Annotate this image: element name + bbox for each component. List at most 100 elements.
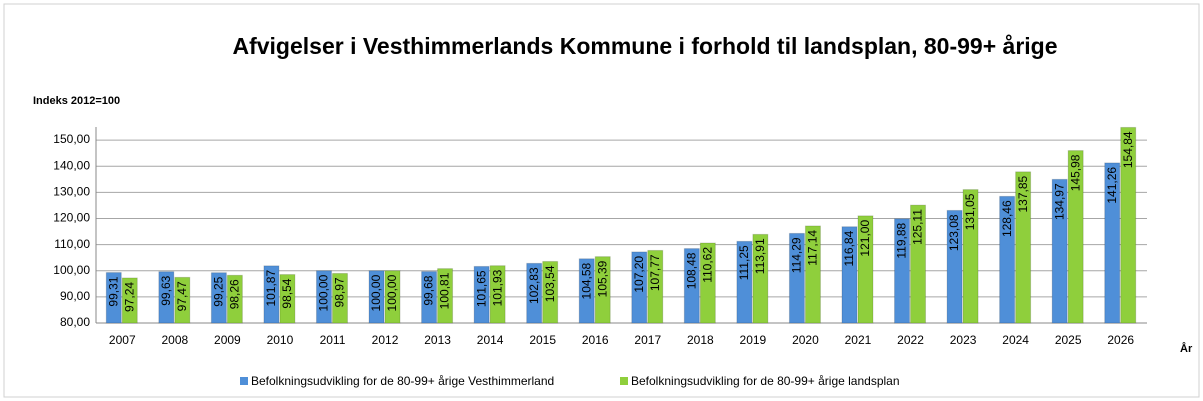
bar	[1104, 162, 1121, 324]
bar	[804, 225, 821, 324]
data-label: 121,00	[858, 220, 872, 257]
x-tick-label: 2009	[214, 333, 241, 347]
bar	[946, 209, 963, 324]
chart-title: Afvigelser i Vesthimmerlands Kommune i f…	[232, 33, 1057, 59]
bar	[910, 204, 927, 324]
x-tick-label: 2008	[161, 333, 188, 347]
data-label: 99,63	[159, 275, 173, 305]
x-tick-label: 2018	[687, 333, 714, 347]
x-tick-label: 2011	[320, 333, 346, 347]
bar	[174, 276, 191, 324]
bar	[331, 272, 348, 324]
data-label: 98,97	[333, 277, 347, 307]
x-tick-label: 2020	[792, 333, 819, 347]
data-label: 131,05	[963, 193, 977, 230]
bar	[279, 274, 296, 324]
data-label: 99,25	[212, 276, 226, 306]
legend-label: Befolkningsudvikling for de 80-99+ årige…	[251, 374, 554, 388]
y-tick-label: 90,00	[60, 289, 90, 303]
x-tick-label: 2013	[424, 333, 451, 347]
x-axis-label: År	[1180, 342, 1193, 355]
data-label: 107,77	[648, 254, 662, 291]
bar	[594, 256, 611, 324]
data-label: 105,39	[595, 260, 609, 297]
data-label: 99,31	[106, 276, 120, 306]
data-label: 114,29	[790, 237, 804, 273]
data-label: 110,62	[700, 247, 714, 283]
data-label: 116,84	[842, 230, 856, 266]
data-label: 97,24	[122, 282, 136, 312]
data-label: 137,85	[1016, 175, 1030, 212]
bar	[894, 218, 911, 324]
data-label: 107,20	[632, 256, 646, 293]
bar	[788, 232, 805, 324]
data-label: 99,68	[422, 275, 436, 305]
bar	[473, 265, 490, 324]
data-label: 101,65	[474, 270, 488, 307]
data-label: 104,58	[579, 262, 593, 299]
y-tick-label: 140,00	[53, 158, 90, 172]
bar	[1067, 150, 1084, 324]
x-tick-label: 2010	[267, 333, 294, 347]
x-tick-label: 2014	[477, 333, 504, 347]
bar	[857, 215, 874, 324]
x-tick-label: 2023	[950, 333, 977, 347]
data-label: 134,97	[1052, 183, 1066, 220]
data-label: 141,26	[1105, 167, 1119, 204]
data-label: 98,26	[228, 279, 242, 309]
x-tick-label: 2022	[897, 333, 924, 347]
data-label: 98,54	[280, 278, 294, 308]
bar	[699, 242, 716, 324]
data-label: 145,98	[1068, 154, 1082, 191]
x-tick-label: 2024	[1002, 333, 1029, 347]
bar	[752, 233, 769, 324]
legend-swatch	[620, 377, 628, 385]
x-tick-label: 2025	[1055, 333, 1082, 347]
bar	[683, 248, 700, 324]
data-label: 117,14	[806, 230, 820, 266]
x-tick-label: 2017	[634, 333, 661, 347]
bar	[647, 249, 664, 324]
y-tick-label: 130,00	[53, 185, 90, 199]
y-axis-label: Indeks 2012=100	[33, 95, 120, 107]
bar	[542, 260, 559, 324]
bar	[210, 272, 227, 324]
bar	[1051, 178, 1068, 324]
bar	[1015, 171, 1032, 324]
y-tick-label: 120,00	[53, 211, 90, 225]
legend-swatch	[240, 377, 248, 385]
y-tick-label: 80,00	[60, 315, 90, 329]
bar	[736, 240, 753, 324]
data-label: 123,08	[947, 214, 961, 251]
data-label: 113,91	[753, 238, 767, 274]
bar	[315, 270, 332, 324]
bar	[105, 272, 122, 324]
data-label: 100,81	[438, 272, 452, 309]
x-tick-label: 2021	[845, 333, 872, 347]
bar	[368, 270, 385, 324]
data-label: 103,54	[543, 265, 557, 302]
bar	[578, 258, 595, 324]
data-label: 154,84	[1121, 131, 1135, 168]
data-label: 108,48	[684, 252, 698, 289]
data-label: 101,93	[490, 269, 504, 306]
data-label: 125,11	[911, 209, 925, 245]
y-tick-label: 150,00	[53, 132, 90, 146]
bar	[526, 262, 543, 324]
data-label: 128,46	[1000, 200, 1014, 237]
bar	[1120, 126, 1137, 324]
bar	[158, 271, 175, 324]
y-tick-label: 100,00	[53, 263, 90, 277]
bar	[437, 268, 454, 324]
data-label: 100,00	[369, 274, 383, 311]
legend-label: Befolkningsudvikling for de 80-99+ årige…	[631, 374, 900, 388]
x-tick-label: 2026	[1107, 333, 1134, 347]
bar	[121, 277, 138, 324]
data-label: 100,00	[317, 274, 331, 311]
x-tick-label: 2012	[372, 333, 399, 347]
data-label: 119,88	[895, 222, 909, 258]
x-tick-label: 2016	[582, 333, 609, 347]
bar	[841, 226, 858, 324]
bar	[263, 265, 280, 324]
